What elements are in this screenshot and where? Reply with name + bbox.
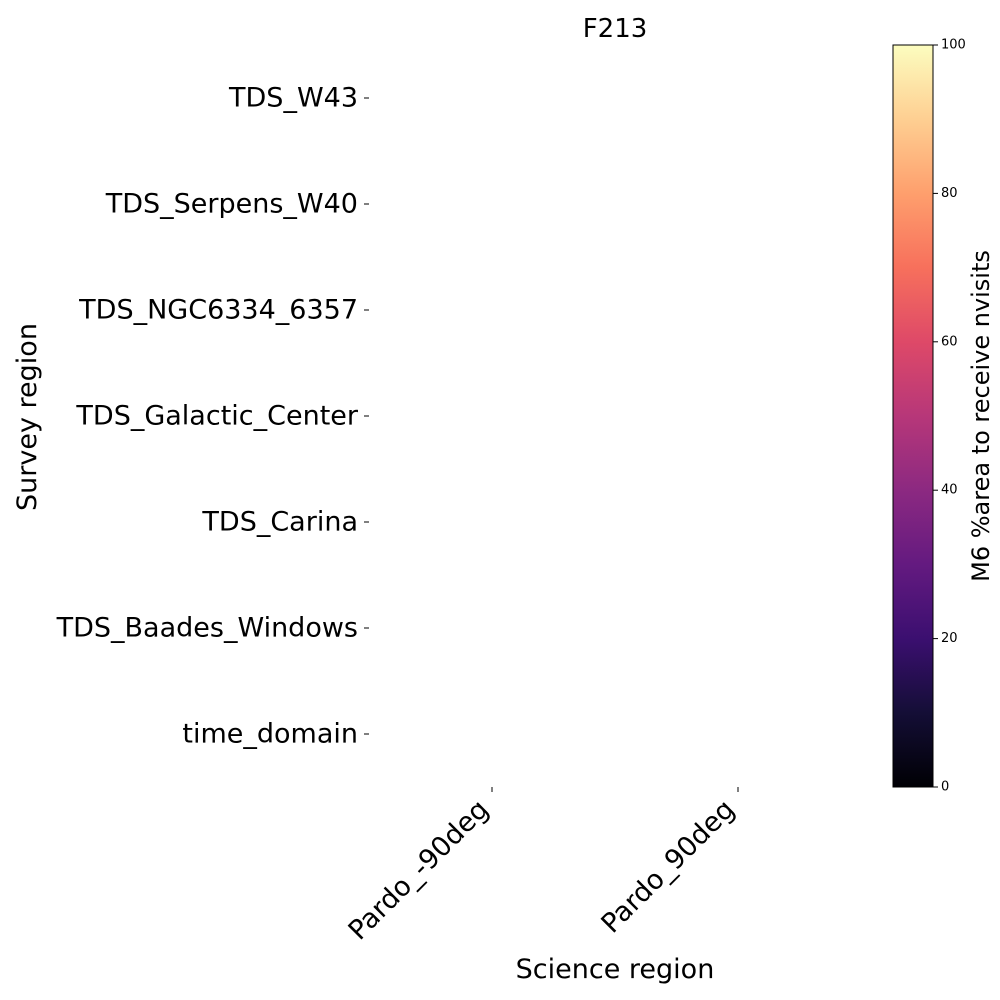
x-tick-label: Pardo_-90deg [343, 794, 495, 946]
colorbar-tick-label: 60 [941, 334, 958, 349]
colorbar-label: M6 %area to receive nvisits [967, 250, 995, 582]
y-tick-label: time_domain [182, 719, 358, 750]
colorbar: 0 20 40 60 80 100 [892, 38, 966, 795]
y-tick-label: TDS_NGC6334_6357 [78, 295, 358, 326]
y-tick-label: TDS_Baades_Windows [56, 613, 358, 644]
colorbar-tick-label: 20 [941, 631, 958, 646]
x-tick-label: Pardo_90deg [596, 794, 741, 939]
chart-title: F213 [583, 14, 648, 44]
colorbar-tick-label: 0 [941, 780, 949, 795]
x-axis-label: Science region [516, 954, 715, 985]
y-tick-label: TDS_W43 [228, 83, 358, 114]
y-tick-label: TDS_Serpens_W40 [105, 189, 358, 220]
x-axis: Pardo_-90deg Pardo_90deg [343, 787, 741, 946]
colorbar-tick-label: 80 [941, 186, 958, 201]
colorbar-tick-label: 100 [941, 38, 966, 53]
y-axis-label: Survey region [12, 323, 43, 511]
y-tick-label: TDS_Galactic_Center [75, 401, 358, 432]
colorbar-tick-label: 40 [941, 483, 958, 498]
y-axis: TDS_W43 TDS_Serpens_W40 TDS_NGC6334_6357 TD… [56, 83, 369, 750]
colorbar-gradient [892, 44, 934, 788]
y-tick-label: TDS_Carina [201, 507, 358, 538]
